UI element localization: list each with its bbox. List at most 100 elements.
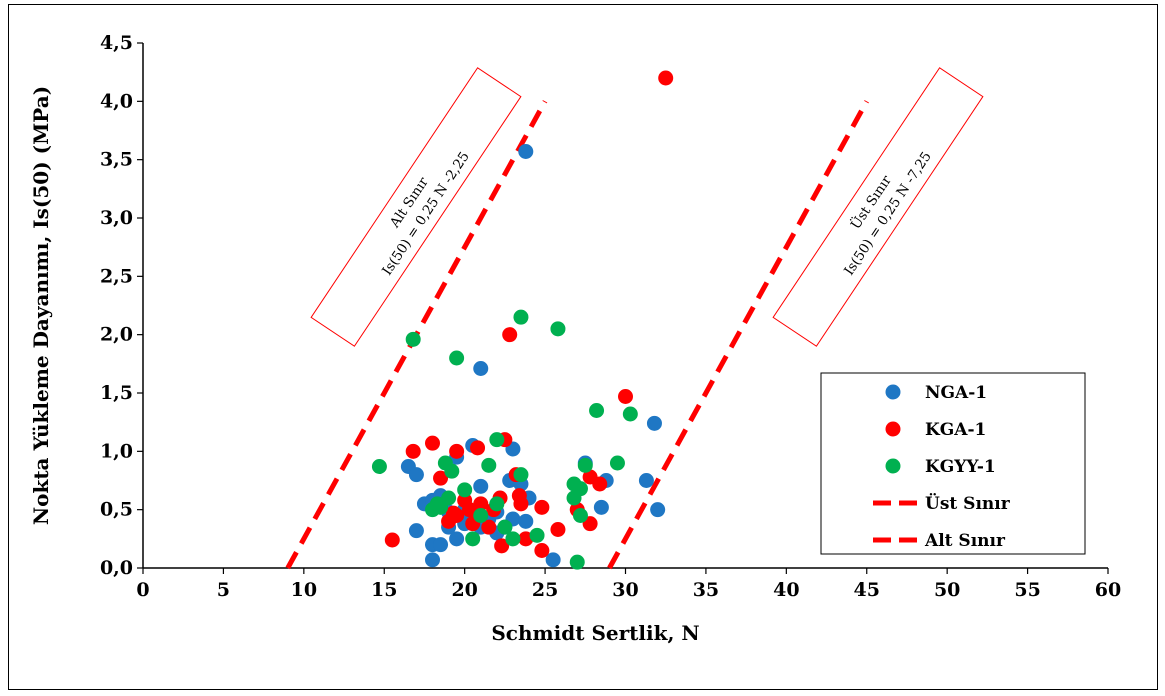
data-point-kga-1 <box>534 499 550 515</box>
data-point-nga-1 <box>593 499 609 515</box>
data-point-kga-1 <box>473 496 489 512</box>
data-point-kgyy-1 <box>513 309 529 325</box>
x-axis-title: Schmidt Sertlik, N <box>491 621 699 645</box>
data-point-kgyy-1 <box>449 350 465 366</box>
annotation-border <box>772 67 984 347</box>
data-point-nga-1 <box>650 502 666 518</box>
data-point-nga-1 <box>638 473 654 488</box>
x-tick-label: 10 <box>291 579 317 601</box>
x-tick-label: 20 <box>451 579 477 601</box>
data-point-kgyy-1 <box>572 508 588 523</box>
data-point-kga-1 <box>513 496 529 512</box>
y-tick-label: 2,0 <box>100 324 133 346</box>
legend: NGA-1 KGA-1 KGYY-1 Üst Sınır Alt Sınır <box>820 372 1086 555</box>
data-point-kgyy-1 <box>513 467 529 483</box>
data-point-kgyy-1 <box>569 554 585 570</box>
y-tick-label: 3,5 <box>100 149 133 171</box>
y-tick-label: 4,0 <box>100 90 133 112</box>
data-point-nga-1 <box>473 478 489 494</box>
data-point-kga-1 <box>449 443 465 459</box>
x-tick-label: 50 <box>934 579 960 601</box>
legend-label: KGA-1 <box>925 420 986 440</box>
data-point-kga-1 <box>461 502 477 518</box>
x-ticks: 0 5 10 15 20 25 30 35 40 45 50 55 60 <box>136 568 1121 601</box>
legend-label: Üst Sınır <box>925 493 1011 514</box>
data-point-kga-1 <box>470 440 486 456</box>
data-point-kgyy-1 <box>441 490 457 506</box>
legend-label: KGYY-1 <box>925 457 996 477</box>
data-point-nga-1 <box>545 552 561 568</box>
data-point-kga-1 <box>592 476 608 492</box>
data-point-nga-1 <box>646 415 662 431</box>
data-point-kgyy-1 <box>473 508 489 523</box>
data-point-kga-1 <box>618 389 633 404</box>
x-tick-label: 40 <box>773 579 799 601</box>
data-point-nga-1 <box>408 467 424 483</box>
legend-label: Alt Sınır <box>924 531 1006 551</box>
data-point-kga-1 <box>405 443 421 459</box>
data-point-nga-1 <box>473 361 489 376</box>
legend-swatch <box>885 384 901 400</box>
data-point-kgyy-1 <box>589 403 605 418</box>
data-point-kgyy-1 <box>465 531 481 547</box>
data-point-kgyy-1 <box>497 519 513 535</box>
data-point-kgyy-1 <box>457 482 473 498</box>
data-point-kga-1 <box>550 522 566 537</box>
data-point-kga-1 <box>658 70 674 86</box>
x-tick-label: 45 <box>854 579 880 601</box>
legend-swatch <box>885 421 901 437</box>
x-tick-label: 0 <box>136 579 149 601</box>
y-tick-label: 2,5 <box>100 265 133 287</box>
data-point-kgyy-1 <box>444 463 460 479</box>
x-tick-label: 25 <box>532 579 558 601</box>
data-point-kgyy-1 <box>609 455 625 471</box>
legend-label: NGA-1 <box>925 383 987 403</box>
data-point-nga-1 <box>408 523 424 539</box>
data-point-kgyy-1 <box>529 527 545 543</box>
y-tick-label: 4,5 <box>100 32 133 54</box>
data-point-kga-1 <box>384 532 400 548</box>
data-point-kga-1 <box>433 470 449 486</box>
data-points <box>371 70 674 570</box>
data-point-kga-1 <box>502 327 518 343</box>
y-tick-label: 3,0 <box>100 207 133 229</box>
x-tick-label: 30 <box>612 579 638 601</box>
chart-frame <box>8 4 1158 690</box>
data-point-kgyy-1 <box>577 457 593 473</box>
data-point-kgyy-1 <box>371 459 387 474</box>
data-point-kgyy-1 <box>622 406 638 422</box>
data-point-kga-1 <box>449 508 465 523</box>
y-tick-label: 0,5 <box>100 499 133 521</box>
data-point-kgyy-1 <box>405 331 421 347</box>
data-point-kgyy-1 <box>505 531 521 547</box>
x-tick-label: 60 <box>1095 579 1121 601</box>
y-tick-label: 1,0 <box>100 440 133 462</box>
data-point-nga-1 <box>518 513 534 529</box>
data-point-kgyy-1 <box>489 496 505 512</box>
y-ticks: 0,0 0,5 1,0 1,5 2,0 2,5 3,0 3,5 4,0 4,5 <box>100 32 143 579</box>
x-tick-label: 55 <box>1014 579 1040 601</box>
data-point-kgyy-1 <box>481 457 497 473</box>
data-point-kga-1 <box>481 519 497 535</box>
y-tick-label: 1,5 <box>100 382 133 404</box>
data-point-kgyy-1 <box>550 321 566 337</box>
x-tick-label: 5 <box>217 579 230 601</box>
data-point-kga-1 <box>425 435 440 451</box>
y-tick-label: 0,0 <box>100 557 133 579</box>
x-tick-label: 15 <box>371 579 397 601</box>
annotation-border <box>310 67 522 347</box>
data-point-nga-1 <box>433 537 449 553</box>
data-point-kga-1 <box>518 531 534 547</box>
data-point-kga-1 <box>534 543 550 558</box>
data-point-kgyy-1 <box>489 432 505 448</box>
x-tick-label: 35 <box>693 579 719 601</box>
y-axis-title: Nokta Yükleme Dayanımı, Is(50) (MPa) <box>29 86 53 525</box>
data-point-nga-1 <box>518 144 534 159</box>
legend-swatch <box>885 458 901 474</box>
data-point-nga-1 <box>449 531 465 547</box>
data-point-nga-1 <box>425 552 440 568</box>
boundary-line-3 <box>607 100 869 570</box>
